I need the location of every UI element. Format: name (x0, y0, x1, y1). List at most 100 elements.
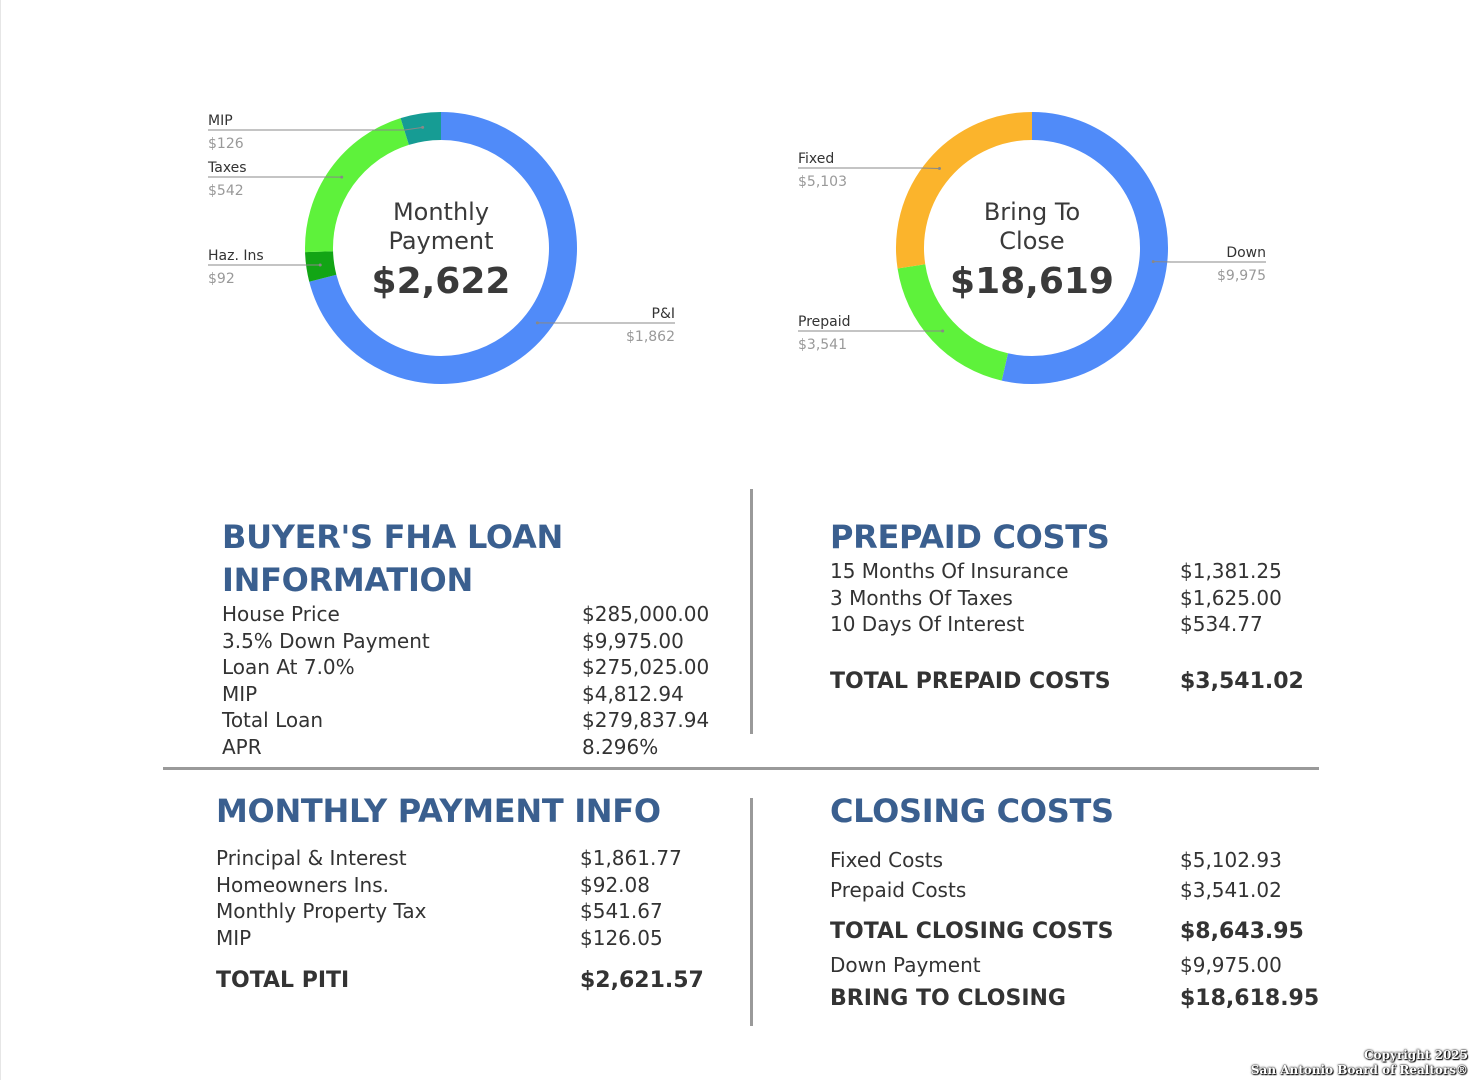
donut-center-label-line2: Close (999, 227, 1064, 255)
row-label: Loan At 7.0% (222, 655, 355, 679)
table-row: 3.5% Down Payment $9,975.00 (222, 629, 742, 656)
page-edge (0, 0, 1, 1080)
closing-total-value: $8,643.95 (1180, 919, 1304, 944)
row-label: Principal & Interest (216, 846, 407, 870)
row-value: 8.296% (582, 734, 659, 759)
loan-info-title: BUYER'S FHA LOAN INFORMATION (222, 518, 563, 599)
slice-label: Down (1226, 245, 1266, 261)
monthly-rows: Principal & Interest $1,861.77 Homeowners … (216, 846, 736, 952)
row-label: House Price (222, 602, 340, 626)
callout-dot (941, 329, 945, 333)
slice-label: MIP (208, 113, 233, 129)
bring-to-close-donut-chart: Down $9,975 Prepaid $3,541 Fixed $5,103 Bring … (798, 112, 1266, 384)
prepaid-rows: 15 Months Of Insurance $1,381.25 3 Months … (830, 559, 1330, 639)
slice-value-label: $5,103 (798, 174, 847, 190)
row-value: $126.05 (580, 925, 663, 950)
row-label: Total Loan (222, 708, 324, 732)
row-value: $1,381.25 (1180, 559, 1282, 583)
callout-dot (1151, 260, 1155, 264)
monthly-section: MONTHLY PAYMENT INFO Principal & Interes… (216, 790, 736, 995)
loan-info-section: BUYER'S FHA LOAN INFORMATION House Price… (222, 516, 742, 761)
donut-center-label-line1: Monthly (393, 198, 489, 226)
row-value: $9,975.00 (582, 628, 684, 653)
copyright-line-2: San Antonio Board of Realtors® (1250, 1063, 1468, 1077)
table-row: Fixed Costs $5,102.93 (830, 848, 1350, 878)
closing-down-row: Down Payment $9,975.00 (830, 953, 1350, 986)
loan-info-rows: House Price $285,000.00 3.5% Down Payment $… (222, 602, 742, 761)
callout-dot (340, 175, 344, 179)
bring-to-closing-label: BRING TO CLOSING (830, 986, 1066, 1011)
donut-center-label-line2: Payment (388, 227, 493, 255)
row-value: $279,837.94 (582, 708, 710, 732)
slice-label: P&I (652, 306, 676, 322)
table-row: APR 8.296% (222, 735, 742, 762)
slice-value-label: $92 (208, 271, 235, 287)
row-label: APR (222, 734, 262, 759)
closing-down-label: Down Payment (830, 953, 981, 977)
row-value: $3,541.02 (1180, 878, 1282, 902)
table-row: Homeowners Ins. $92.08 (216, 873, 736, 900)
slice-value-label: $542 (208, 183, 244, 199)
callout-dot (937, 166, 941, 170)
closing-down-value: $9,975.00 (1180, 953, 1282, 977)
table-row: MIP $4,812.94 (222, 682, 742, 709)
closing-total-row: TOTAL CLOSING COSTS $8,643.95 (830, 919, 1350, 953)
slice-label: Haz. Ins (208, 248, 264, 264)
callout-line (208, 126, 423, 131)
table-row: 3 Months Of Taxes $1,625.00 (830, 586, 1330, 613)
monthly-total-value: $2,621.57 (580, 968, 704, 993)
table-row: House Price $285,000.00 (222, 602, 742, 629)
row-value: $275,025.00 (582, 655, 710, 679)
row-value: $285,000.00 (582, 602, 710, 626)
donut-center-value: $2,622 (372, 261, 511, 302)
row-label: 15 Months Of Insurance (830, 559, 1069, 583)
row-label: MIP (216, 925, 252, 950)
monthly-total-label: TOTAL PITI (216, 968, 350, 993)
donut-center-label-line1: Bring To (984, 198, 1080, 226)
row-value: $534.77 (1180, 612, 1263, 636)
bring-to-closing-row: BRING TO CLOSING $18,618.95 (830, 986, 1350, 1013)
table-row: Principal & Interest $1,861.77 (216, 846, 736, 873)
monthly-title: MONTHLY PAYMENT INFO (216, 792, 661, 830)
row-label: 3 Months Of Taxes (830, 585, 1013, 610)
monthly-total-row: TOTAL PITI $2,621.57 (216, 968, 736, 995)
table-row: Total Loan $279,837.94 (222, 708, 742, 735)
callout-dot (535, 321, 539, 325)
row-label: Monthly Property Tax (216, 899, 427, 923)
row-value: $541.67 (580, 899, 663, 923)
slice-label: Prepaid (798, 314, 851, 330)
table-row: Loan At 7.0% $275,025.00 (222, 655, 742, 682)
table-row: 15 Months Of Insurance $1,381.25 (830, 559, 1330, 586)
copyright-watermark: Copyright 2025 San Antonio Board of Real… (1251, 1048, 1468, 1078)
row-label: 10 Days Of Interest (830, 612, 1025, 636)
row-value: $5,102.93 (1180, 848, 1282, 872)
row-value: $1,861.77 (580, 846, 682, 870)
table-row: Prepaid Costs $3,541.02 (830, 878, 1350, 908)
prepaid-total-row: TOTAL PREPAID COSTS $3,541.02 (830, 669, 1330, 696)
donut-center-value: $18,619 (950, 261, 1114, 302)
vertical-divider-bottom (750, 798, 753, 1026)
slice-value-label: $126 (208, 136, 244, 152)
callout-dot (421, 125, 425, 129)
slice-label: Taxes (207, 160, 247, 176)
bring-to-closing-value: $18,618.95 (1180, 986, 1320, 1011)
callout-dot (318, 263, 322, 267)
closing-rows: Fixed Costs $5,102.93 Prepaid Costs $3,541.… (830, 848, 1350, 908)
table-row: MIP $126.05 (216, 926, 736, 953)
table-row: Monthly Property Tax $541.67 (216, 899, 736, 926)
prepaid-total-value: $3,541.02 (1180, 668, 1304, 694)
slice-label: Fixed (798, 151, 834, 167)
copyright-line-1: Copyright 2025 (1363, 1048, 1468, 1062)
row-label: 3.5% Down Payment (222, 628, 430, 653)
horizontal-divider (163, 767, 1319, 770)
row-label: Fixed Costs (830, 848, 944, 872)
monthly-payment-donut-chart: P&I $1,862 Haz. Ins $92 Taxes $542 MIP $126 Mont… (207, 112, 676, 384)
row-value: $4,812.94 (582, 681, 684, 706)
vertical-divider-top (750, 489, 753, 734)
slice-value-label: $1,862 (626, 329, 675, 345)
slice-value-label: $9,975 (1217, 268, 1266, 284)
closing-total-label: TOTAL CLOSING COSTS (830, 919, 1114, 944)
row-value: $1,625.00 (1180, 585, 1282, 610)
row-label: Prepaid Costs (830, 878, 967, 902)
row-value: $92.08 (580, 872, 650, 897)
